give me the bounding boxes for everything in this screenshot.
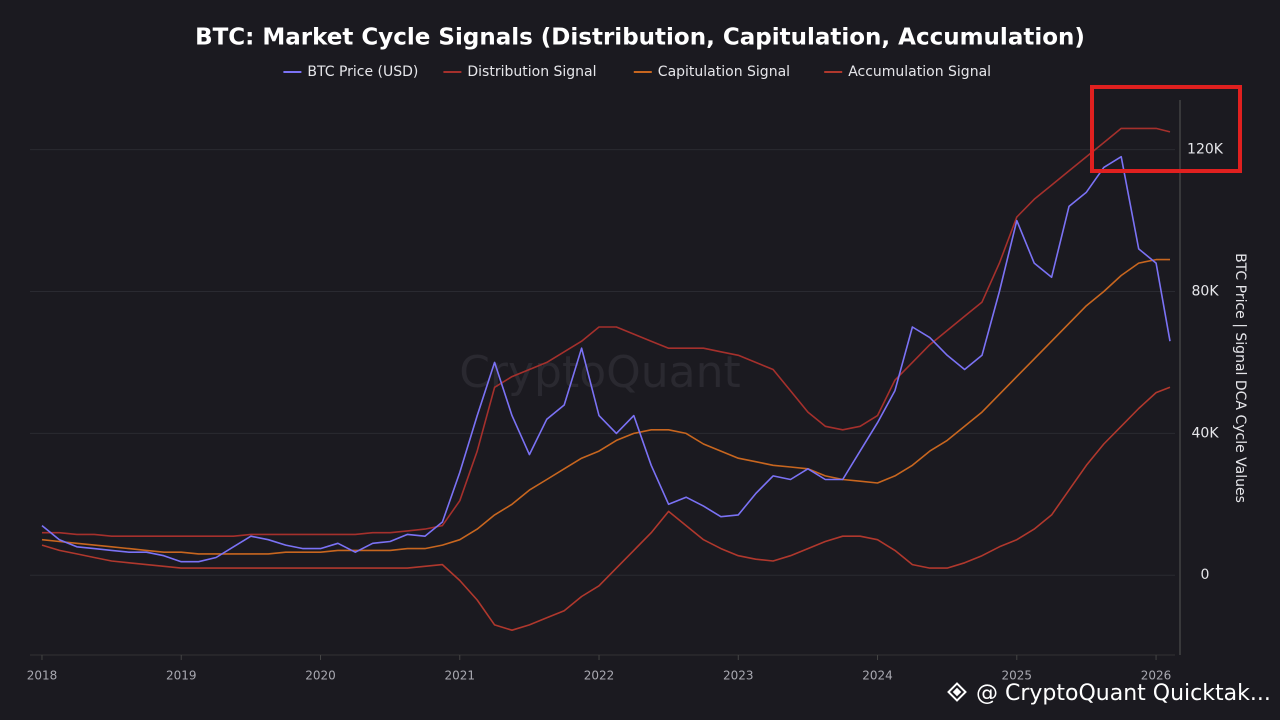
series-line — [41, 155, 1171, 563]
x-tick-label: 2023 — [723, 669, 754, 683]
legend-label: Accumulation Signal — [848, 64, 991, 80]
x-tick-label: 2021 — [444, 669, 475, 683]
series-line — [41, 258, 1170, 555]
chart-title: BTC: Market Cycle Signals (Distribution,… — [195, 25, 1085, 51]
footer: @ CryptoQuant Quicktak... — [976, 681, 1271, 706]
series-line — [42, 127, 1171, 537]
y-tick-label: 40K — [1192, 425, 1220, 441]
watermark: CryptoQuant — [459, 347, 741, 398]
x-tick-label: 2020 — [305, 669, 336, 683]
y-axis-title: BTC Price | Signal DCA Cycle Values — [1232, 253, 1248, 503]
y-tick-label: 120K — [1187, 142, 1224, 158]
legend-label: Distribution Signal — [467, 64, 596, 80]
legend-label: BTC Price (USD) — [307, 64, 418, 80]
y-tick-label: 0 — [1201, 567, 1210, 583]
x-tick-label: 2026 — [1141, 669, 1172, 683]
plot-area — [30, 127, 1175, 631]
legend-label: Capitulation Signal — [658, 64, 790, 80]
x-tick-label: 2018 — [27, 669, 58, 683]
x-tick-label: 2024 — [862, 669, 893, 683]
footer-icon — [947, 682, 967, 702]
x-tick-label: 2025 — [1002, 669, 1033, 683]
series-line — [41, 386, 1171, 631]
x-tick-label: 2019 — [166, 669, 197, 683]
highlight-box — [1090, 85, 1242, 173]
y-tick-label: 80K — [1192, 284, 1220, 300]
x-tick-label: 2022 — [584, 669, 615, 683]
